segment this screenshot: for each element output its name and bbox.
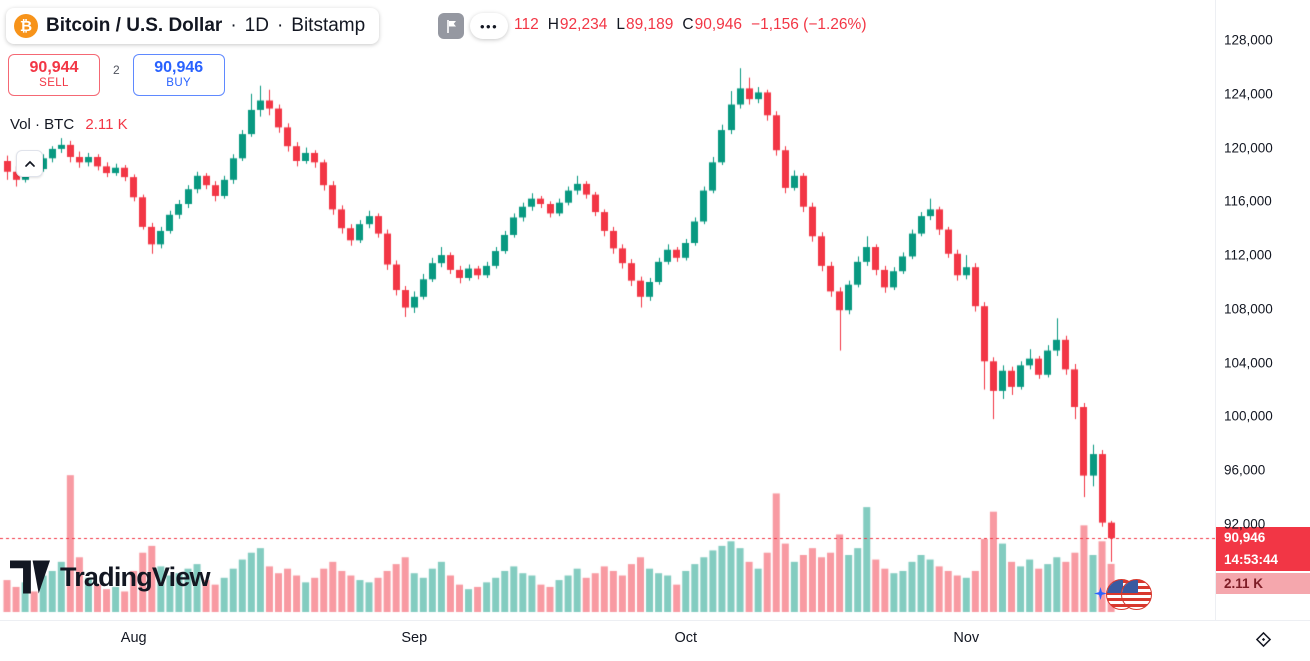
ohlc-low: L89,189 xyxy=(616,16,674,33)
price-scale[interactable]: 90,946 14:53:44 2.11 K 128,000 124,000 120… xyxy=(1215,0,1310,620)
sparkle-icon xyxy=(1094,587,1107,600)
chevron-up-icon xyxy=(24,160,35,167)
ohlc-legend: 112 H92,234 L89,189 C90,946 −1,156 (−1.2… xyxy=(514,16,867,34)
ohlc-close: C90,946 xyxy=(682,16,743,33)
economic-event-marker[interactable] xyxy=(1094,575,1156,615)
price-tick: 120,000 xyxy=(1224,140,1273,156)
tradingview-mark-icon xyxy=(10,560,50,594)
ohlc-change: −1,156 (−1.26%) xyxy=(751,16,867,33)
sell-label: SELL xyxy=(39,77,69,90)
sell-button[interactable]: 90,944 SELL xyxy=(8,54,100,96)
last-price-axis-label: 90,946 14:53:44 xyxy=(1216,527,1310,572)
flag-icon xyxy=(446,19,456,33)
separator-dot: · xyxy=(230,15,237,36)
time-tick-month: Sep xyxy=(401,630,428,646)
price-tick: 100,000 xyxy=(1224,408,1273,424)
time-tick-month: Nov xyxy=(953,630,980,646)
bitcoin-logo-icon: ₿ xyxy=(14,14,38,38)
price-tick: 104,000 xyxy=(1224,355,1273,371)
price-tick: 108,000 xyxy=(1224,301,1273,317)
symbol-title: Bitcoin / U.S. Dollar xyxy=(46,15,223,36)
volume-legend: Vol · BTC 2.11 K xyxy=(10,116,128,133)
price-tick: 92,000 xyxy=(1224,516,1266,532)
ohlc-open-value: 112 xyxy=(514,16,539,33)
trade-buttons: 90,944 SELL 2 90,946 BUY xyxy=(8,54,225,96)
pane-collapse-button[interactable] xyxy=(16,150,43,177)
tradingview-logo[interactable]: TradingView xyxy=(10,560,211,594)
time-scale[interactable]: Aug Sep Oct Nov xyxy=(0,620,1310,661)
interval-label: 1D xyxy=(244,15,269,36)
time-tick-month: Aug xyxy=(120,630,147,646)
buy-label: BUY xyxy=(166,77,192,90)
sell-price: 90,944 xyxy=(29,59,79,77)
time-tick-month: Oct xyxy=(674,630,698,646)
price-tick: 128,000 xyxy=(1224,32,1273,48)
volume-legend-value: 2.11 K xyxy=(85,116,128,133)
price-tick: 112,000 xyxy=(1224,247,1272,263)
scales-diamond-icon[interactable] xyxy=(1253,629,1273,649)
tradingview-logo-text: TradingView xyxy=(60,561,211,592)
volume-legend-label: Vol · BTC xyxy=(10,116,75,133)
price-tick: 96,000 xyxy=(1224,462,1266,478)
price-tick: 116,000 xyxy=(1224,193,1272,209)
last-price-value: 90,946 xyxy=(1224,530,1266,546)
buy-price: 90,946 xyxy=(154,59,204,77)
ohlc-high: H92,234 xyxy=(547,16,608,33)
volume-axis-label: 2.11 K xyxy=(1216,573,1310,595)
us-flag-icon xyxy=(1121,579,1152,610)
flag-symbol-button[interactable] xyxy=(438,13,464,39)
spread-value: 2 xyxy=(113,63,120,77)
symbol-title-chip[interactable]: ₿ Bitcoin / U.S. Dollar · 1D · Bitstamp xyxy=(6,8,380,44)
bar-countdown: 14:53:44 xyxy=(1224,552,1279,568)
buy-button[interactable]: 90,946 BUY xyxy=(132,54,225,96)
exchange-label: Bitstamp xyxy=(291,15,366,36)
price-tick: 124,000 xyxy=(1224,86,1273,102)
separator-dot: · xyxy=(276,15,284,36)
more-options-button[interactable]: ••• xyxy=(470,13,509,39)
